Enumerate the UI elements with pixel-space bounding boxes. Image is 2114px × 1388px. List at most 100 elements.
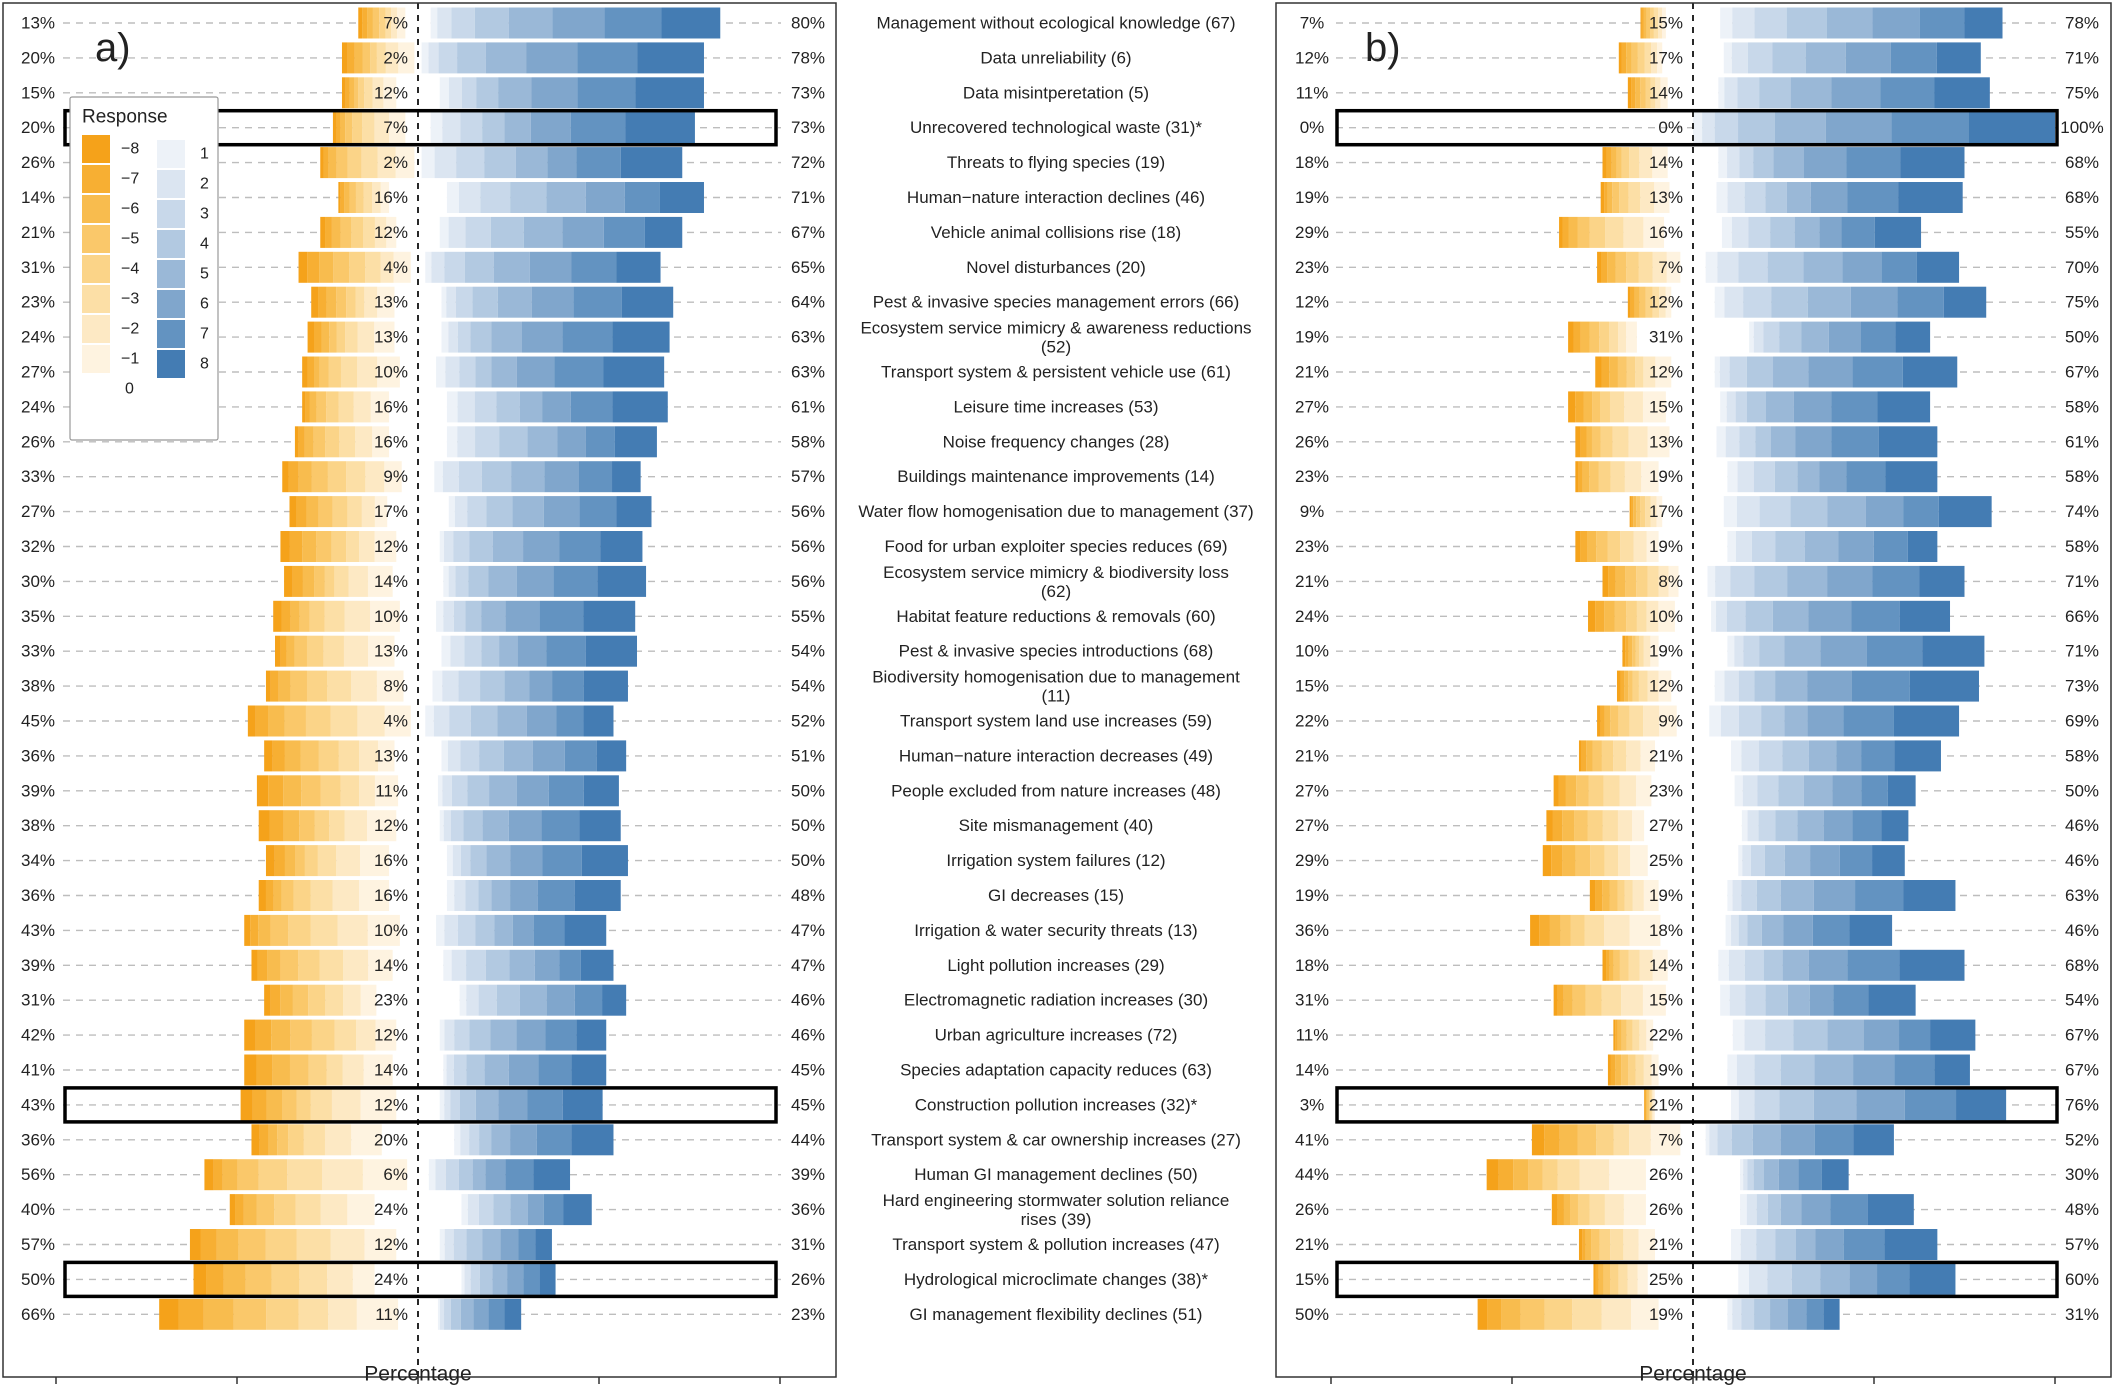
bar-positive-segment [1825,112,1892,144]
positive-percent-label: 78% [2065,14,2099,33]
positive-percent-label: 50% [791,816,825,835]
bar-positive-segment [430,7,438,39]
bar-positive-segment [1718,949,1729,981]
bar-positive-segment [1828,321,1861,353]
bar-negative-segment [290,670,307,702]
bar-negative-segment [372,77,384,109]
bar-negative-segment [349,77,355,109]
bar-positive-segment [554,356,604,388]
bar-negative-segment [1610,461,1625,493]
bar-negative-segment [1626,356,1636,388]
neutral-percent-label: 16% [374,188,408,207]
bar-negative-segment [271,1263,300,1295]
bar-negative-segment [274,845,285,877]
bar-negative-segment [1596,1124,1614,1156]
category-label: Irrigation & water security threats (13) [914,921,1197,940]
bar-negative-segment [336,286,347,318]
bar-positive-segment [1742,845,1751,877]
bar-negative-segment [240,1089,253,1121]
bar-negative-segment [268,775,284,807]
bar-positive-segment [1723,496,1737,528]
bar-positive-segment [1853,1054,1895,1086]
bar-positive-segment [485,949,510,981]
category-label: Irrigation system failures (12) [946,851,1165,870]
neutral-percent-label: 21% [1649,1095,1683,1114]
bar-positive-segment [1735,531,1752,562]
negative-percent-label: 44% [1295,1165,1329,1184]
bar-positive-segment [1894,740,1941,772]
bar-positive-segment [1714,356,1720,388]
bar-negative-segment [1646,531,1659,562]
bar-positive-segment [1787,1298,1807,1330]
bar-negative-segment [310,914,338,946]
bar-positive-segment [479,740,504,772]
bar-negative-segment [349,182,356,213]
positive-percent-label: 68% [2065,153,2099,172]
bar-negative-segment [1607,251,1616,283]
negative-percent-label: 22% [1295,712,1329,731]
bar-negative-segment [268,1124,278,1156]
bar-positive-segment [470,321,492,353]
bar-positive-segment [498,77,532,109]
positive-percent-label: 31% [2065,1305,2099,1324]
bar-negative-segment [1640,740,1655,772]
bar-positive-segment [1846,461,1886,493]
bar-positive-segment [509,949,535,981]
bar-positive-segment [1795,426,1832,458]
bar-negative-segment [360,1089,397,1121]
bar-positive-segment [516,1019,546,1051]
bar-positive-segment [1887,775,1916,807]
bar-positive-segment [469,1124,480,1156]
neutral-percent-label: 7% [1658,258,1683,277]
bar-negative-segment [1616,147,1622,179]
positive-percent-label: 75% [2065,293,2099,312]
neutral-percent-label: 12% [374,537,408,556]
bar-positive-segment [1808,740,1837,772]
bar-negative-segment [1602,880,1610,911]
bar-negative-segment [1577,1124,1597,1156]
bar-positive-segment [1753,147,1774,179]
bar-negative-segment [258,914,271,946]
bar-negative-segment [1587,531,1597,562]
neutral-percent-label: 12% [374,1095,408,1114]
bar-negative-segment [1647,1089,1649,1121]
bar-positive-segment [1798,1159,1822,1191]
bar-positive-segment [559,531,601,562]
positive-percent-label: 100% [2060,118,2103,137]
bar-negative-segment [340,356,358,388]
bar-negative-segment [1650,1089,1653,1121]
bar-positive-segment [1745,600,1773,632]
bar-negative-segment [345,77,350,109]
bar-positive-segment [1938,496,1992,528]
negative-percent-label: 41% [21,1061,55,1080]
bar-positive-segment [1724,286,1744,318]
bar-negative-segment [1629,914,1661,946]
negative-percent-label: 12% [1295,48,1329,67]
bar-positive-segment [1693,112,1703,144]
category-label: (62) [1041,582,1071,601]
bar-positive-segment [583,775,619,807]
bar-neutral-segment [381,1124,455,1156]
neutral-percent-label: 18% [1649,921,1683,940]
bar-positive-segment [516,565,554,597]
bar-negative-segment [1632,635,1636,667]
bar-negative-segment [1643,880,1659,911]
bar-positive-segment [1775,1229,1796,1260]
legend-item-label: −1 [121,351,139,368]
neutral-percent-label: 10% [1649,607,1683,626]
bar-positive-segment [1894,1054,1935,1086]
bar-positive-segment [439,1298,445,1330]
bar-negative-segment [200,1229,217,1260]
legend-item-label: 2 [200,176,209,193]
bar-negative-segment [363,182,372,213]
bar-positive-segment [454,880,466,911]
bar-positive-segment [490,1019,517,1051]
bar-negative-segment [280,949,299,981]
neutral-percent-label: 14% [374,956,408,975]
bar-positive-segment [1731,1124,1753,1156]
neutral-percent-label: 14% [1649,153,1683,172]
bar-negative-segment [204,1159,214,1191]
bar-positive-segment [542,845,582,877]
bar-negative-segment [1627,286,1631,318]
neutral-percent-label: 14% [374,1061,408,1080]
